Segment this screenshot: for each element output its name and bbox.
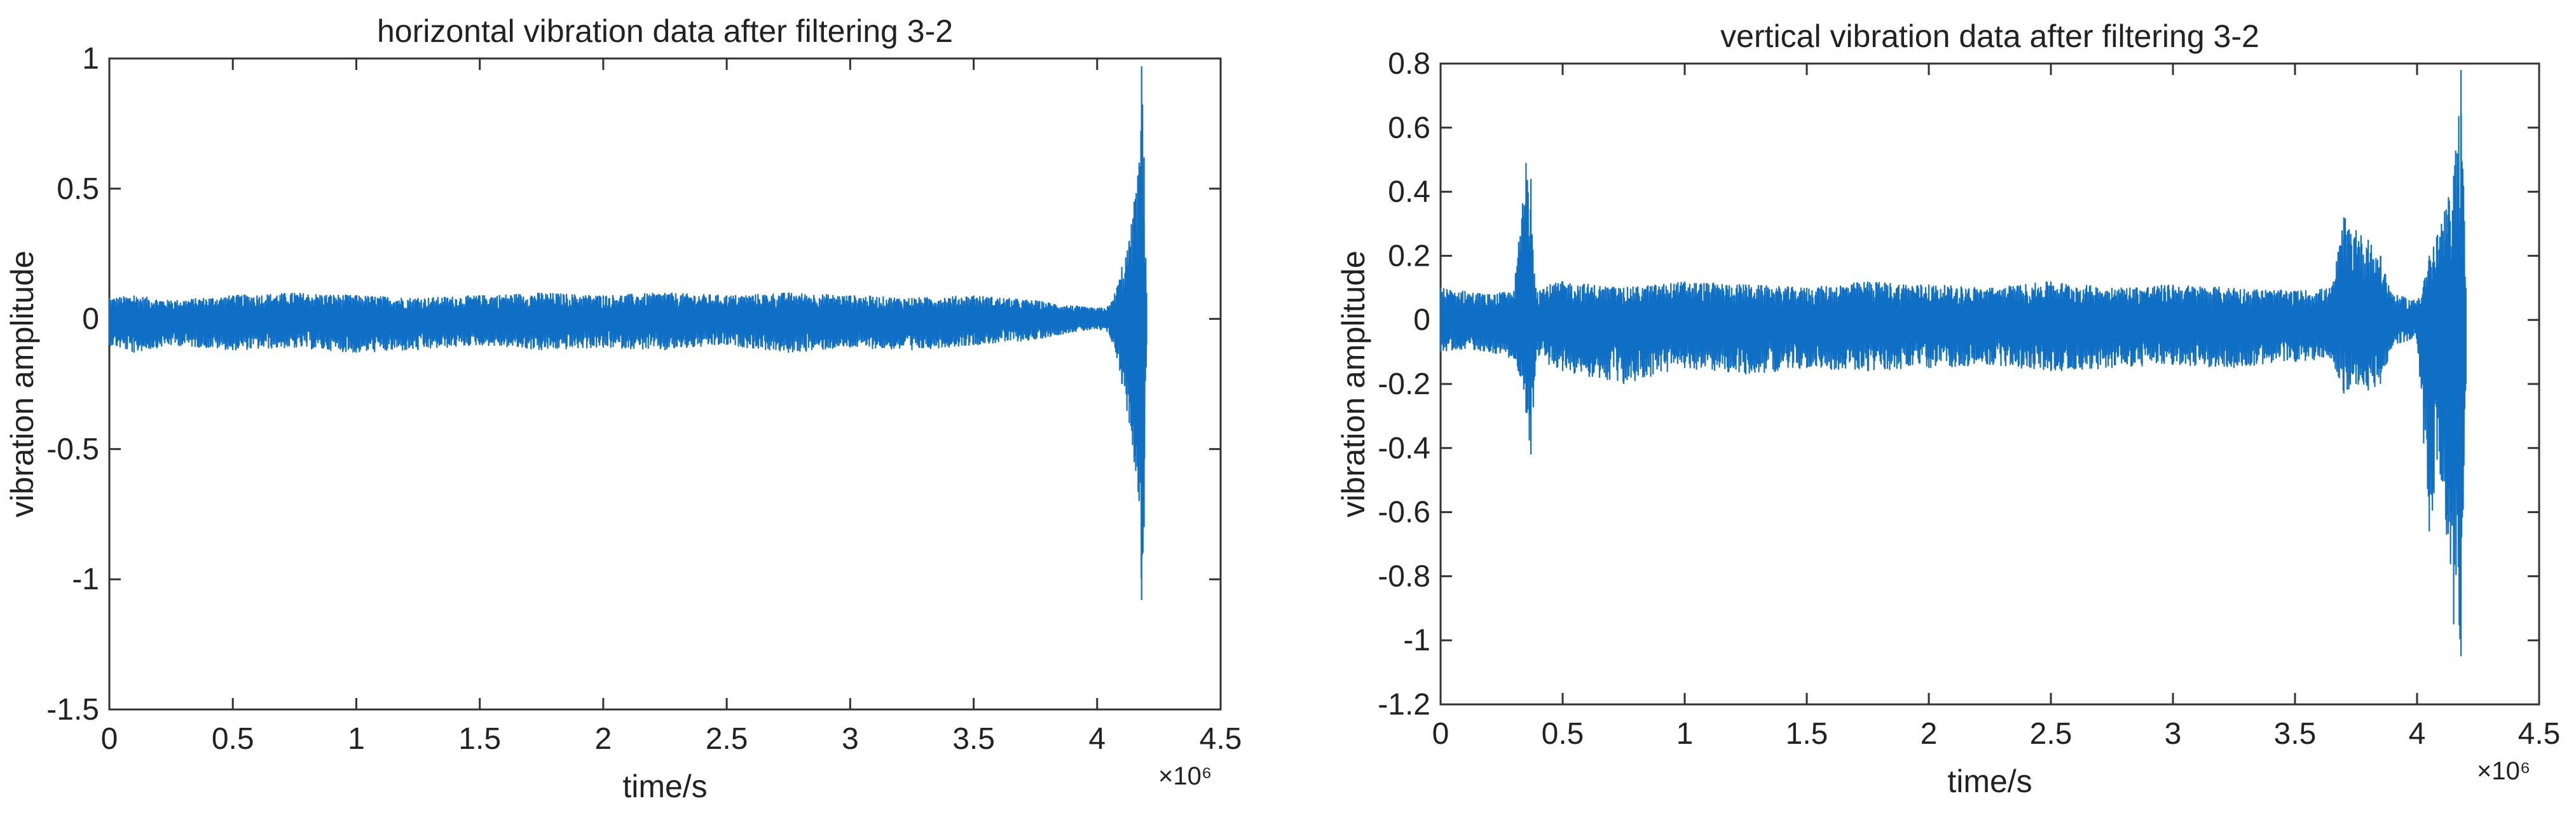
y-tick-label: 0 — [82, 303, 99, 336]
chart-horizontal-vibration: horizontal vibration data after filterin… — [4, 13, 1242, 804]
x-tick-label: 2.5 — [706, 722, 748, 756]
x-tick-label: 2 — [1921, 717, 1938, 751]
y-tick-label: -0.2 — [1378, 367, 1430, 401]
x-tick-label: 0 — [1432, 717, 1449, 751]
x-tick-label: 4 — [2409, 717, 2426, 751]
x-axis-label: time/s — [622, 769, 707, 804]
y-tick-label: 0.8 — [1388, 47, 1430, 81]
y-tick-label: 0.5 — [57, 172, 99, 206]
chart-vertical-vibration: vertical vibration data after filtering … — [1336, 18, 2560, 799]
y-axis-label: vibration amplitude — [1336, 250, 1371, 517]
series-line-0 — [1439, 70, 2467, 657]
y-tick-label: -0.6 — [1378, 496, 1430, 530]
y-tick-label: 1 — [82, 42, 99, 76]
x-tick-label: 2 — [595, 722, 612, 756]
y-axis-label: vibration amplitude — [4, 250, 40, 517]
series-line-0 — [108, 66, 1148, 600]
y-tick-label: -1 — [1403, 624, 1430, 657]
x-tick-label: 1.5 — [1786, 717, 1828, 751]
x-tick-label: 3.5 — [952, 722, 995, 756]
x-tick-label: 3 — [2165, 717, 2182, 751]
y-tick-label: 0.6 — [1388, 111, 1430, 145]
x-tick-label: 1 — [348, 722, 365, 756]
x-tick-label: 3 — [842, 722, 859, 756]
y-tick-label: -0.8 — [1378, 559, 1430, 593]
x-axis-label: time/s — [1947, 764, 2032, 799]
y-tick-label: -0.5 — [46, 432, 99, 466]
x-tick-label: 4.5 — [2518, 717, 2561, 751]
chart-title: horizontal vibration data after filterin… — [377, 13, 953, 49]
y-tick-label: 0.2 — [1388, 239, 1430, 273]
x-tick-label: 1.5 — [458, 722, 501, 756]
x-tick-label: 2.5 — [2030, 717, 2072, 751]
y-tick-label: -1 — [72, 563, 99, 596]
chart-title: vertical vibration data after filtering … — [1720, 18, 2259, 54]
y-tick-label: -1.2 — [1378, 688, 1430, 722]
y-tick-label: 0.4 — [1388, 175, 1430, 209]
x-tick-label: 0.5 — [212, 722, 254, 756]
x-tick-label: 4 — [1088, 722, 1106, 756]
x-tick-label: 0 — [101, 722, 118, 756]
x-multiplier-label: ×10⁶ — [2477, 757, 2530, 785]
x-tick-label: 0.5 — [1542, 717, 1584, 751]
x-tick-label: 3.5 — [2274, 717, 2317, 751]
x-tick-label: 1 — [1676, 717, 1694, 751]
y-tick-label: -1.5 — [46, 693, 99, 727]
y-tick-label: -0.4 — [1378, 432, 1430, 465]
y-tick-label: 0 — [1413, 303, 1430, 337]
x-tick-label: 4.5 — [1200, 722, 1242, 756]
plot-area — [108, 57, 1222, 711]
x-multiplier-label: ×10⁶ — [1158, 762, 1212, 790]
